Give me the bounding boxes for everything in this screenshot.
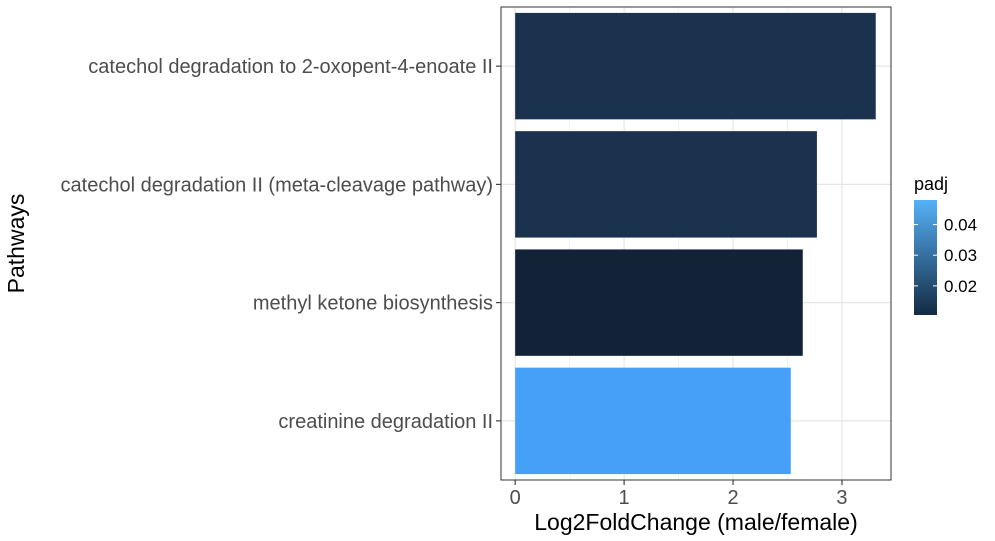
bars	[515, 12, 876, 475]
legend-ticks: 0.02 0.03 0.04	[914, 216, 977, 296]
legend-tick-label: 0.04	[944, 216, 977, 235]
x-tick-label: 3	[836, 487, 847, 509]
x-tick-label: 2	[727, 487, 738, 509]
legend-tick-label: 0.03	[944, 246, 977, 265]
x-tick-label: 1	[619, 487, 630, 509]
bar	[515, 12, 876, 120]
x-tick-label: 0	[510, 487, 521, 509]
y-tick-label: catechol degradation to 2-oxopent-4-enoa…	[88, 56, 493, 78]
y-tick-label: catechol degradation II (meta-cleavage p…	[61, 174, 493, 196]
bar	[515, 367, 791, 475]
y-axis-title: Pathways	[3, 194, 29, 294]
x-axis-title: Log2FoldChange (male/female)	[534, 509, 857, 535]
y-tick-label: methyl ketone biosynthesis	[253, 293, 493, 315]
y-tick-label: creatinine degradation II	[278, 411, 493, 433]
legend-colorbar	[914, 200, 937, 315]
legend-title: padj	[914, 174, 948, 194]
y-axis-ticks: catechol degradation to 2-oxopent-4-enoa…	[61, 56, 501, 433]
color-legend: padj 0.02 0.03 0.04	[914, 174, 977, 315]
bar	[515, 249, 803, 356]
bar	[515, 131, 817, 238]
plot-panel-border	[500, 6, 892, 481]
legend-tick-label: 0.02	[944, 277, 977, 296]
x-axis-ticks: 0 1 2 3	[510, 480, 848, 509]
